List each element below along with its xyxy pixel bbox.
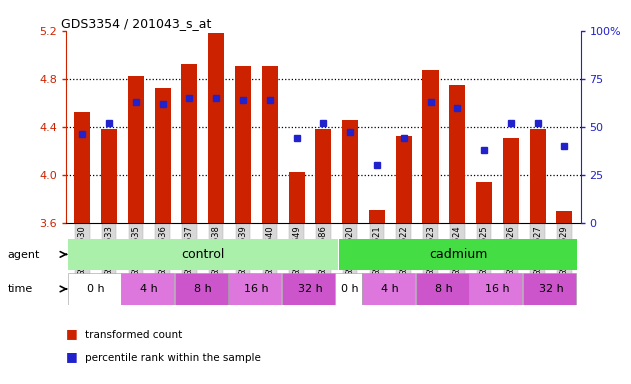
Bar (342, 119, 358, 223)
Text: 8 h: 8 h (435, 284, 453, 294)
Bar (476, 182, 492, 223)
Bar (262, 66, 278, 223)
Bar (362, 273, 415, 305)
Bar (155, 88, 171, 223)
Text: 0 h: 0 h (87, 284, 105, 294)
Bar (68, 273, 121, 305)
Text: ■: ■ (66, 327, 78, 340)
Text: 4 h: 4 h (382, 284, 399, 294)
Text: 4 h: 4 h (141, 284, 158, 294)
Text: ■: ■ (66, 350, 78, 363)
Bar (423, 70, 439, 223)
Bar (182, 65, 198, 223)
Bar (396, 136, 412, 223)
Bar (228, 273, 281, 305)
Bar (316, 129, 331, 223)
Text: GDS3354 / 201043_s_at: GDS3354 / 201043_s_at (61, 17, 211, 30)
Text: 16 h: 16 h (485, 284, 510, 294)
Bar (121, 273, 174, 305)
Bar (68, 239, 338, 270)
Bar (282, 273, 335, 305)
Bar (288, 172, 305, 223)
Bar (208, 33, 224, 223)
Bar (469, 273, 522, 305)
Bar (336, 273, 362, 305)
Bar (369, 210, 385, 223)
Bar (449, 85, 465, 223)
Text: transformed count: transformed count (85, 330, 182, 340)
Bar (128, 76, 144, 223)
Text: percentile rank within the sample: percentile rank within the sample (85, 353, 261, 363)
Text: time: time (8, 284, 33, 294)
Bar (416, 273, 469, 305)
Bar (339, 239, 577, 270)
Bar (74, 113, 90, 223)
Bar (503, 137, 519, 223)
Text: 16 h: 16 h (244, 284, 269, 294)
Bar (529, 129, 546, 223)
Bar (557, 211, 572, 223)
Text: cadmium: cadmium (430, 248, 488, 261)
Bar (175, 273, 228, 305)
Bar (523, 273, 576, 305)
Text: 32 h: 32 h (298, 284, 322, 294)
Text: agent: agent (8, 250, 40, 260)
Text: control: control (181, 248, 225, 261)
Bar (101, 129, 117, 223)
Text: 8 h: 8 h (194, 284, 212, 294)
Text: 32 h: 32 h (539, 284, 563, 294)
Bar (235, 66, 251, 223)
Text: 0 h: 0 h (341, 284, 359, 294)
